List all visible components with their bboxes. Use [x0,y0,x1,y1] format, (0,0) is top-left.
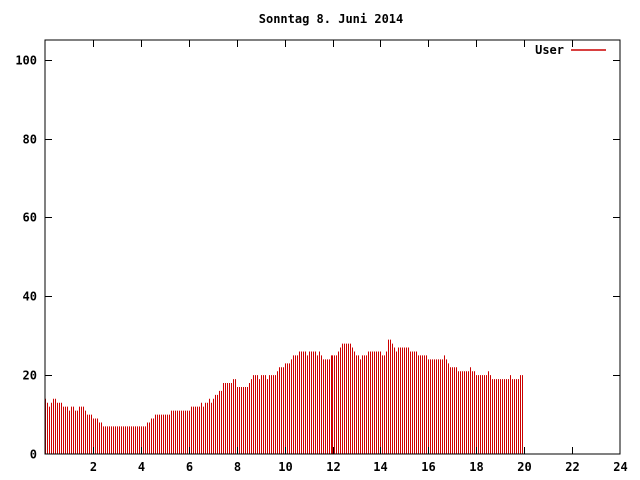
y-tick-label: 80 [23,133,37,147]
x-tick-label: 16 [421,460,435,474]
y-tick-label: 40 [23,290,37,304]
bar-series [45,339,523,454]
plot-frame [44,39,621,455]
x-tick-label: 10 [278,460,292,474]
legend-label: User [535,43,564,57]
x-tick-label: 8 [234,460,241,474]
chart-title: Sonntag 8. Juni 2014 [259,12,404,26]
y-tick-label: 100 [15,54,37,68]
x-tick-label: 20 [517,460,531,474]
x-tick-label: 4 [138,460,145,474]
x-tick-label: 24 [613,460,627,474]
y-tick-label: 60 [23,211,37,225]
x-tick-label: 14 [373,460,387,474]
x-tick-label: 12 [326,460,340,474]
x-tick-label: 2 [90,460,97,474]
x-tick-label: 22 [565,460,579,474]
x-tick-label: 6 [186,460,193,474]
legend: User [535,43,606,57]
y-tick-label: 20 [23,369,37,383]
x-tick-label: 18 [469,460,483,474]
y-tick-label: 0 [30,448,37,462]
